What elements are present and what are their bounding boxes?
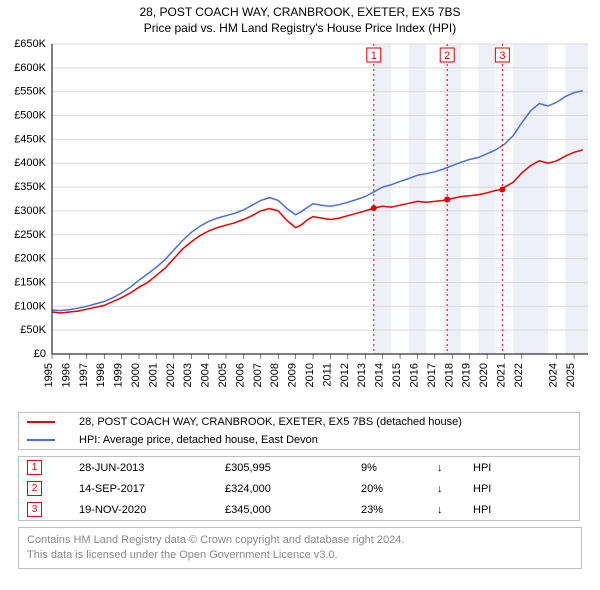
svg-text:2018: 2018 xyxy=(443,363,455,387)
svg-text:2025: 2025 xyxy=(565,363,577,387)
event-date: 28-JUN-2013 xyxy=(71,457,217,479)
chart-title-line1: 28, POST COACH WAY, CRANBROOK, EXETER, E… xyxy=(0,4,600,20)
footer-line1: Contains HM Land Registry data © Crown c… xyxy=(27,534,404,546)
svg-text:2002: 2002 xyxy=(165,363,177,387)
svg-text:£150K: £150K xyxy=(14,277,46,289)
svg-text:£50K: £50K xyxy=(20,325,46,337)
svg-text:£500K: £500K xyxy=(14,110,46,122)
svg-text:2024: 2024 xyxy=(548,363,560,387)
svg-text:2021: 2021 xyxy=(495,363,507,387)
legend-swatch xyxy=(27,421,55,423)
event-vs: HPI xyxy=(465,457,580,479)
svg-text:2020: 2020 xyxy=(478,363,490,387)
svg-text:2009: 2009 xyxy=(287,363,299,387)
svg-text:2015: 2015 xyxy=(391,363,403,387)
footer-line2: This data is licensed under the Open Gov… xyxy=(27,549,338,561)
svg-text:£400K: £400K xyxy=(14,158,46,170)
svg-text:2000: 2000 xyxy=(130,363,142,387)
svg-text:2011: 2011 xyxy=(321,363,333,387)
svg-text:£300K: £300K xyxy=(14,205,46,217)
arrow-down-icon: ↓ xyxy=(429,478,465,499)
event-price: £305,995 xyxy=(217,457,353,479)
event-row: 2 14-SEP-2017£324,00020%↓HPI xyxy=(19,478,580,499)
arrow-down-icon: ↓ xyxy=(429,499,465,521)
events-table: 1 28-JUN-2013£305,9959%↓HPI 2 14-SEP-2017£3… xyxy=(18,456,580,521)
event-pct: 23% xyxy=(353,499,429,521)
chart-gridlines xyxy=(52,44,588,354)
event-date: 19-NOV-2020 xyxy=(71,499,217,521)
svg-text:£450K: £450K xyxy=(14,134,46,146)
svg-text:£0: £0 xyxy=(34,348,46,360)
svg-text:2004: 2004 xyxy=(200,363,212,387)
event-price: £345,000 xyxy=(217,499,353,521)
svg-text:1997: 1997 xyxy=(78,363,90,387)
legend-label: HPI: Average price, detached house, East… xyxy=(71,431,580,450)
event-price: £324,000 xyxy=(217,478,353,499)
event-pct: 9% xyxy=(353,457,429,479)
chart-title-line2: Price paid vs. HM Land Registry's House … xyxy=(0,20,600,36)
chart-x-axis: 1995 1996 1997 1998 1999 2000 2001 2002 2003 2004… xyxy=(43,354,577,387)
svg-text:2005: 2005 xyxy=(217,363,229,387)
svg-text:2008: 2008 xyxy=(269,363,281,387)
legend-row: HPI: Average price, detached house, East… xyxy=(19,431,580,450)
svg-text:1: 1 xyxy=(371,50,377,62)
svg-text:2006: 2006 xyxy=(234,363,246,387)
legend-label: 28, POST COACH WAY, CRANBROOK, EXETER, E… xyxy=(71,413,580,432)
svg-text:£650K: £650K xyxy=(14,38,46,50)
event-vs: HPI xyxy=(465,499,580,521)
svg-text:2003: 2003 xyxy=(182,363,194,387)
svg-text:£200K: £200K xyxy=(14,253,46,265)
svg-text:2016: 2016 xyxy=(408,363,420,387)
event-date: 14-SEP-2017 xyxy=(71,478,217,499)
legend-row: 28, POST COACH WAY, CRANBROOK, EXETER, E… xyxy=(19,413,580,432)
svg-text:£350K: £350K xyxy=(14,181,46,193)
legend-table: 28, POST COACH WAY, CRANBROOK, EXETER, E… xyxy=(18,412,580,450)
svg-text:£600K: £600K xyxy=(14,62,46,74)
svg-text:2014: 2014 xyxy=(374,363,386,387)
chart-axis-border xyxy=(52,44,588,354)
chart-y-axis: £0 £50K £100K £150K £200K £250K £300K £350K £400… xyxy=(14,38,46,360)
svg-text:2013: 2013 xyxy=(356,363,368,387)
svg-text:2022: 2022 xyxy=(513,363,525,387)
svg-text:1996: 1996 xyxy=(60,363,72,387)
event-pct: 20% xyxy=(353,478,429,499)
event-marker: 3 xyxy=(27,502,42,517)
svg-text:2012: 2012 xyxy=(339,363,351,387)
event-row: 1 28-JUN-2013£305,9959%↓HPI xyxy=(19,457,580,479)
svg-text:1995: 1995 xyxy=(43,363,55,387)
svg-text:£250K: £250K xyxy=(14,229,46,241)
svg-text:1999: 1999 xyxy=(113,363,125,387)
svg-text:3: 3 xyxy=(499,50,505,62)
svg-text:1998: 1998 xyxy=(95,363,107,387)
event-row: 3 19-NOV-2020£345,00023%↓HPI xyxy=(19,499,580,521)
chart-container: { "title_line1": "28, POST COACH WAY, CR… xyxy=(0,0,600,569)
event-vs: HPI xyxy=(465,478,580,499)
svg-text:2007: 2007 xyxy=(252,363,264,387)
svg-text:2: 2 xyxy=(444,50,450,62)
svg-text:£100K: £100K xyxy=(14,301,46,313)
event-marker: 2 xyxy=(27,481,42,496)
footer-attribution: Contains HM Land Registry data © Crown c… xyxy=(18,527,582,569)
svg-text:£550K: £550K xyxy=(14,86,46,98)
svg-text:2019: 2019 xyxy=(461,363,473,387)
chart-shaded-bands xyxy=(374,44,588,354)
chart-series xyxy=(52,91,583,313)
svg-text:2017: 2017 xyxy=(426,363,438,387)
legend-swatch xyxy=(27,439,55,441)
chart-titles: 28, POST COACH WAY, CRANBROOK, EXETER, E… xyxy=(0,0,600,36)
svg-text:2001: 2001 xyxy=(147,363,159,387)
svg-text:2010: 2010 xyxy=(304,363,316,387)
chart-plot-area: £0 £50K £100K £150K £200K £250K £300K £350K £400… xyxy=(0,36,600,406)
event-marker: 1 xyxy=(27,460,42,475)
arrow-down-icon: ↓ xyxy=(429,457,465,479)
chart-svg: £0 £50K £100K £150K £200K £250K £300K £350K £400… xyxy=(0,36,600,406)
